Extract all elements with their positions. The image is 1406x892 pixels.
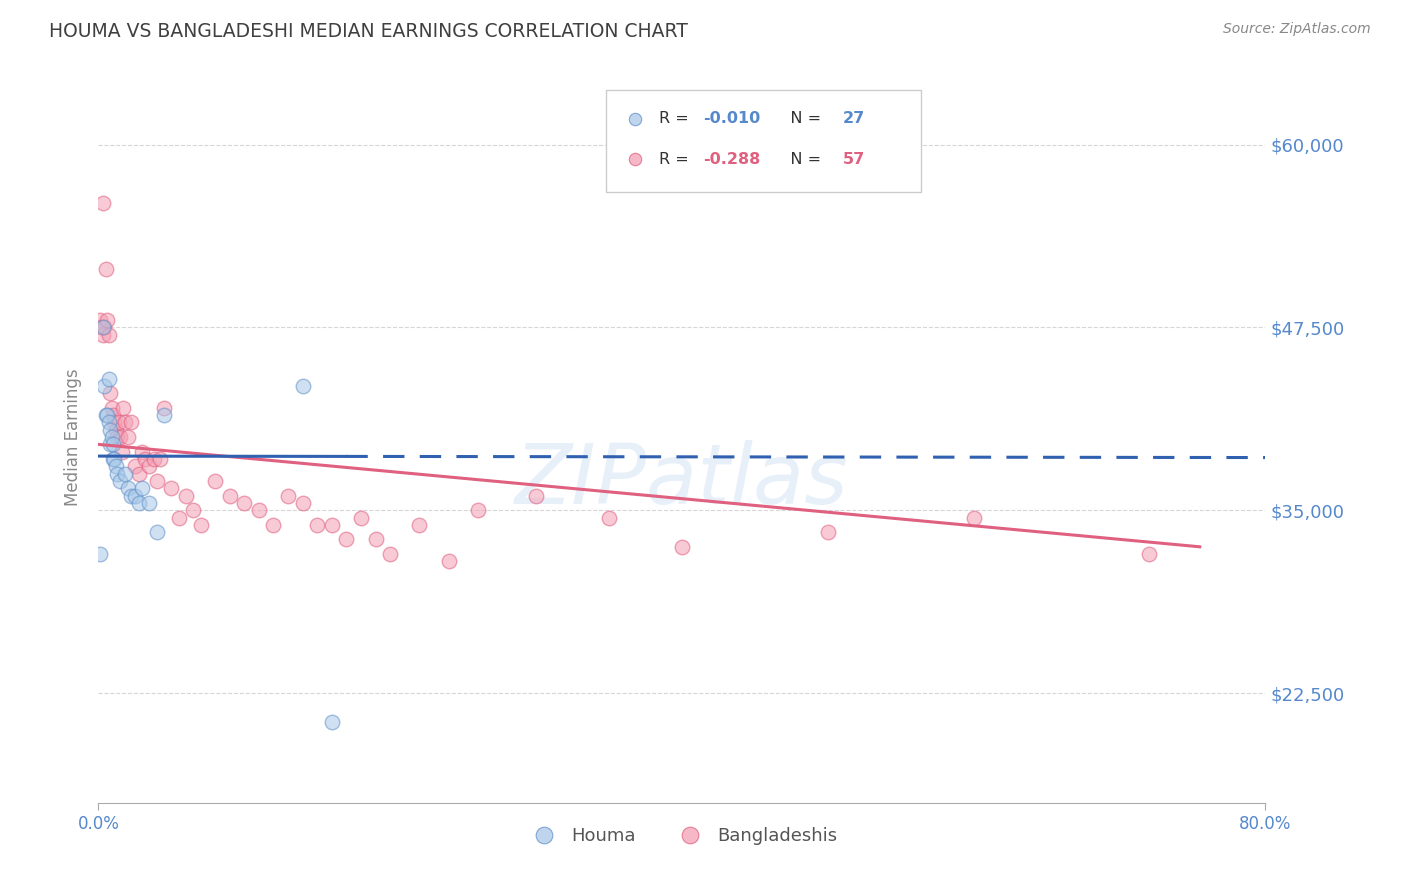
Point: [160, 481, 183, 495]
Point: [142, 452, 165, 467]
Point: [101, 452, 124, 467]
Point: [181, 503, 204, 517]
Point: [114, 467, 136, 481]
Point: [128, 467, 150, 481]
Point: [291, 379, 314, 393]
Point: [174, 489, 197, 503]
Point: [97, 371, 120, 385]
Point: [100, 430, 122, 444]
Point: [124, 459, 146, 474]
Point: [112, 401, 135, 415]
Text: R =: R =: [658, 112, 693, 127]
Point: [96, 313, 118, 327]
Point: [110, 430, 132, 444]
Text: ZIPatlas: ZIPatlas: [515, 441, 849, 522]
Y-axis label: Median Earnings: Median Earnings: [65, 368, 83, 506]
Point: [291, 496, 314, 510]
Point: [335, 533, 357, 547]
Point: [277, 489, 299, 503]
Point: [103, 416, 125, 430]
Point: [101, 437, 124, 451]
Point: [93, 320, 115, 334]
Legend: Houma, Bangladeshis: Houma, Bangladeshis: [519, 820, 845, 852]
Point: [91, 327, 114, 342]
Point: [131, 444, 153, 458]
Point: [96, 408, 118, 422]
Point: [138, 459, 160, 474]
Point: [89, 313, 111, 327]
Text: HOUMA VS BANGLADESHI MEDIAN EARNINGS CORRELATION CHART: HOUMA VS BANGLADESHI MEDIAN EARNINGS COR…: [49, 22, 688, 41]
Point: [321, 715, 343, 730]
Point: [91, 320, 114, 334]
Point: [101, 408, 124, 422]
Point: [114, 416, 136, 430]
Point: [120, 489, 142, 503]
Point: [117, 430, 139, 444]
Text: 27: 27: [844, 112, 865, 127]
Point: [97, 327, 120, 342]
Point: [350, 510, 373, 524]
Point: [91, 196, 114, 211]
Point: [467, 503, 489, 517]
Text: -0.010: -0.010: [703, 112, 761, 127]
Text: -0.288: -0.288: [703, 152, 761, 167]
Point: [204, 474, 226, 488]
Point: [105, 467, 128, 481]
Point: [117, 481, 139, 495]
Point: [111, 444, 134, 458]
Point: [321, 517, 343, 532]
Point: [89, 547, 111, 561]
Text: Source: ZipAtlas.com: Source: ZipAtlas.com: [1223, 22, 1371, 37]
Point: [233, 496, 256, 510]
Point: [524, 489, 547, 503]
Point: [671, 540, 693, 554]
Point: [98, 423, 121, 437]
Point: [598, 510, 620, 524]
Point: [104, 423, 127, 437]
Point: [103, 452, 125, 467]
Point: [817, 525, 839, 540]
Point: [437, 554, 460, 568]
Point: [262, 517, 284, 532]
Point: [962, 510, 984, 524]
Point: [153, 401, 176, 415]
Point: [167, 510, 190, 524]
Point: [120, 416, 142, 430]
Point: [190, 517, 212, 532]
Point: [94, 408, 117, 422]
Point: [128, 496, 150, 510]
Point: [149, 452, 172, 467]
Point: [105, 430, 128, 444]
Text: R =: R =: [658, 152, 693, 167]
Point: [108, 416, 131, 430]
Point: [307, 517, 329, 532]
Text: 57: 57: [844, 152, 865, 167]
Point: [90, 320, 112, 334]
Text: N =: N =: [775, 152, 827, 167]
Point: [364, 533, 387, 547]
Point: [408, 517, 430, 532]
Point: [380, 547, 402, 561]
Point: [146, 474, 169, 488]
Point: [94, 261, 117, 276]
Text: N =: N =: [775, 112, 827, 127]
Point: [98, 437, 121, 451]
Point: [218, 489, 240, 503]
Point: [98, 386, 121, 401]
Point: [93, 379, 115, 393]
Point: [100, 401, 122, 415]
FancyBboxPatch shape: [606, 90, 921, 192]
Point: [247, 503, 270, 517]
Point: [124, 489, 146, 503]
Point: [134, 452, 156, 467]
Point: [1137, 547, 1160, 561]
Point: [153, 408, 176, 422]
Point: [104, 459, 127, 474]
Point: [138, 496, 160, 510]
Point: [97, 416, 120, 430]
Point: [110, 474, 132, 488]
Point: [131, 481, 153, 495]
Point: [146, 525, 169, 540]
